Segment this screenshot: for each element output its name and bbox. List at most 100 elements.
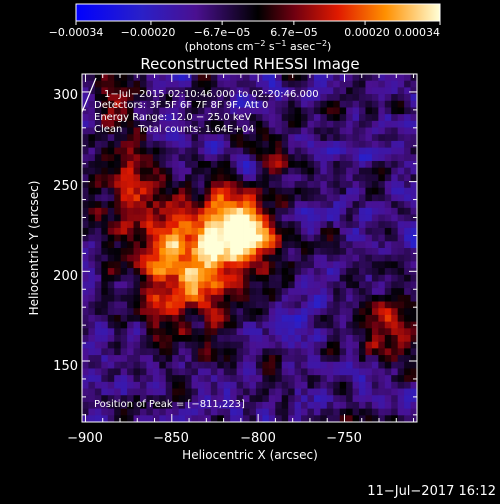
heatmap-cell xyxy=(333,261,341,269)
heatmap-cell xyxy=(127,134,134,142)
heatmap-cell xyxy=(313,314,321,323)
heatmap-cell xyxy=(268,214,276,222)
heatmap-cell xyxy=(262,308,270,316)
heatmap-cell xyxy=(159,401,167,410)
heatmap-cell xyxy=(133,375,141,383)
heatmap-cell xyxy=(120,288,128,296)
heatmap-cell xyxy=(384,381,392,389)
heatmap-cell xyxy=(307,388,315,396)
heatmap-cell xyxy=(165,147,173,155)
heatmap-cell xyxy=(88,248,96,256)
heatmap-cell xyxy=(114,254,122,262)
heatmap-cell xyxy=(288,114,295,122)
heatmap-cell xyxy=(249,147,257,155)
heatmap-cell xyxy=(255,375,263,383)
heatmap-cell xyxy=(165,361,173,369)
heatmap-cell xyxy=(352,335,360,343)
heatmap-cell xyxy=(391,207,399,215)
heatmap-cell xyxy=(139,174,147,182)
heatmap-cell xyxy=(146,268,154,276)
heatmap-cell xyxy=(114,80,122,88)
heatmap-cell xyxy=(223,214,231,222)
heatmap-cell xyxy=(159,361,167,369)
heatmap-cell xyxy=(410,408,417,416)
heatmap-cell xyxy=(101,80,109,88)
heatmap-cell xyxy=(146,114,154,122)
heatmap-cell xyxy=(236,355,244,363)
heatmap-cell xyxy=(243,74,250,82)
heatmap-cell xyxy=(146,408,154,416)
heatmap-cell xyxy=(320,134,328,142)
heatmap-cell xyxy=(397,241,405,249)
heatmap-cell xyxy=(275,80,283,88)
heatmap-cell xyxy=(120,147,128,155)
heatmap-cell xyxy=(210,221,218,229)
heatmap-cell xyxy=(159,395,167,403)
heatmap-cell xyxy=(313,361,321,369)
heatmap-cell xyxy=(133,194,141,202)
heatmap-cell xyxy=(127,281,134,289)
heatmap-cell xyxy=(152,314,160,323)
heatmap-cell xyxy=(88,314,96,323)
heatmap-cell xyxy=(82,201,89,209)
heatmap-cell xyxy=(146,361,154,369)
heatmap-cell xyxy=(391,395,399,403)
heatmap-cell xyxy=(326,375,334,383)
heatmap-cell xyxy=(352,161,360,169)
heatmap-cell xyxy=(120,328,128,336)
heatmap-cell xyxy=(230,294,238,302)
heatmap-cell xyxy=(404,375,411,383)
heatmap-cell xyxy=(165,94,173,102)
heatmap-cell xyxy=(326,187,334,195)
heatmap-cell xyxy=(230,361,238,369)
heatmap-cell xyxy=(165,87,173,95)
heatmap-cell xyxy=(178,127,186,135)
heatmap-cell xyxy=(320,80,328,88)
heatmap-cell xyxy=(378,341,386,349)
heatmap-cell xyxy=(230,281,238,289)
heatmap-cell xyxy=(384,120,392,128)
heatmap-cell xyxy=(197,328,205,336)
heatmap-cell xyxy=(371,281,379,289)
heatmap-cell xyxy=(397,187,405,195)
heatmap-cell xyxy=(223,207,231,215)
heatmap-cell xyxy=(178,221,186,229)
heatmap-cell xyxy=(197,80,205,88)
heatmap-cell xyxy=(120,234,128,242)
heatmap-cell xyxy=(101,207,109,215)
heatmap-cell xyxy=(114,214,122,222)
heatmap-cell xyxy=(307,221,315,229)
heatmap-cell xyxy=(307,94,315,102)
heatmap-cell xyxy=(397,348,405,356)
heatmap-cell xyxy=(236,294,244,302)
heatmap-cell xyxy=(301,234,308,242)
heatmap-cell xyxy=(301,361,308,369)
heatmap-cell xyxy=(114,395,122,403)
colorbar-tick-label: −6.7e−05 xyxy=(194,26,251,39)
heatmap-cell xyxy=(165,281,173,289)
heatmap-cell xyxy=(114,234,122,242)
heatmap-cell xyxy=(268,388,276,396)
heatmap-cell xyxy=(172,368,180,376)
heatmap-cell xyxy=(217,114,225,122)
heatmap-cell xyxy=(159,381,167,389)
heatmap-cell xyxy=(288,100,295,108)
heatmap-cell xyxy=(262,147,270,155)
heatmap-cell xyxy=(204,381,212,389)
heatmap-cell xyxy=(281,395,289,403)
heatmap-cell xyxy=(404,254,411,262)
heatmap-cell xyxy=(236,227,244,236)
heatmap-cell xyxy=(346,248,353,256)
heatmap-cell xyxy=(262,221,270,229)
heatmap-cell xyxy=(339,201,347,209)
heatmap-cell xyxy=(313,388,321,396)
heatmap-cell xyxy=(127,227,134,236)
heatmap-cell xyxy=(301,355,308,363)
heatmap-cell xyxy=(114,174,122,182)
heatmap-cell xyxy=(133,107,141,115)
heatmap-cell xyxy=(127,395,134,403)
heatmap-cell xyxy=(223,154,231,162)
heatmap-cell xyxy=(223,281,231,289)
heatmap-cell xyxy=(191,140,199,149)
heatmap-cell xyxy=(378,74,386,82)
